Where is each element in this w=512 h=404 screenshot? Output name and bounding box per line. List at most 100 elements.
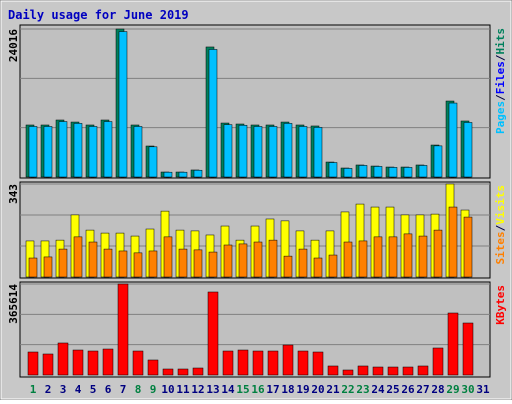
x-tick-label: 25 (386, 383, 399, 396)
bar (327, 365, 339, 376)
x-tick-label: 15 (236, 383, 249, 396)
bar (357, 365, 369, 376)
bar (73, 123, 83, 178)
bar (162, 368, 174, 376)
bar (283, 123, 293, 178)
bar (417, 365, 429, 376)
bar (463, 216, 473, 278)
x-tick-label: 9 (150, 383, 157, 396)
bar (148, 250, 158, 278)
y-tick-label: 343 (7, 184, 20, 204)
bar (253, 241, 263, 278)
legend-entry: Visits (494, 185, 507, 225)
bar (343, 168, 353, 178)
bar (133, 252, 143, 278)
bar (208, 49, 218, 178)
bar (252, 350, 264, 376)
bar (342, 369, 354, 376)
bar (103, 248, 113, 278)
bar (432, 347, 444, 376)
bar (328, 162, 338, 178)
bar (223, 124, 233, 178)
legend: KBytes (494, 285, 507, 325)
x-tick-label: 14 (221, 383, 235, 396)
bar (238, 243, 248, 278)
bar (358, 240, 368, 278)
bar (72, 349, 84, 376)
bar (387, 366, 399, 376)
legend-entry: Hits (494, 28, 507, 55)
bar (57, 342, 69, 376)
x-tick-label: 6 (105, 383, 112, 396)
bar (118, 31, 128, 178)
x-tick-label: 23 (356, 383, 369, 396)
x-tick-label: 5 (90, 383, 97, 396)
x-tick-label: 8 (135, 383, 142, 396)
bar (282, 344, 294, 376)
bar (178, 248, 188, 278)
bar (402, 366, 414, 376)
bar (373, 236, 383, 278)
bar (193, 169, 203, 178)
legend-entry: Files (494, 61, 507, 94)
bar (132, 350, 144, 376)
bar (193, 249, 203, 278)
bar (267, 350, 279, 376)
bar (238, 124, 248, 178)
bar (373, 166, 383, 178)
legend: Pages/Files/Hits (494, 28, 507, 134)
bar (313, 257, 323, 278)
bar (418, 165, 428, 178)
x-tick-label: 13 (206, 383, 219, 396)
bar (192, 367, 204, 376)
legend-entry: KBytes (494, 285, 507, 325)
chart-title: Daily usage for June 2019 (8, 8, 189, 22)
bar (388, 236, 398, 278)
bar (403, 233, 413, 278)
x-tick-label: 7 (120, 383, 127, 396)
x-tick-label: 2 (45, 383, 52, 396)
bar (268, 239, 278, 278)
x-tick-label: 24 (371, 383, 385, 396)
x-tick-label: 21 (326, 383, 340, 396)
bar (118, 250, 128, 278)
legend-separator: / (494, 54, 507, 61)
bar (448, 206, 458, 278)
bar (313, 127, 323, 178)
bar (253, 126, 263, 178)
bar (433, 229, 443, 278)
legend-entry: Sites (494, 231, 507, 264)
bar (418, 235, 428, 278)
bar (43, 126, 53, 178)
bar (58, 121, 68, 178)
bar (163, 236, 173, 278)
bar (268, 126, 278, 178)
bar (133, 126, 143, 178)
x-tick-label: 3 (60, 383, 67, 396)
x-tick-label: 22 (341, 383, 354, 396)
bar (237, 349, 249, 376)
bar (148, 146, 158, 178)
bar (298, 248, 308, 278)
x-tick-label: 12 (191, 383, 204, 396)
bar (102, 348, 114, 376)
bar (208, 251, 218, 278)
bar (297, 350, 309, 376)
x-tick-label: 17 (266, 383, 279, 396)
bar (43, 256, 53, 278)
bar (328, 254, 338, 278)
bar (283, 255, 293, 278)
bar (103, 121, 113, 178)
bar (73, 236, 83, 278)
x-tick-label: 16 (251, 383, 265, 396)
x-tick-label: 11 (176, 383, 190, 396)
x-tick-label: 26 (401, 383, 415, 396)
x-tick-label: 30 (461, 383, 474, 396)
bar (223, 244, 233, 278)
bar (462, 322, 474, 376)
bar (403, 167, 413, 178)
bar (117, 283, 129, 376)
x-tick-label: 28 (431, 383, 444, 396)
